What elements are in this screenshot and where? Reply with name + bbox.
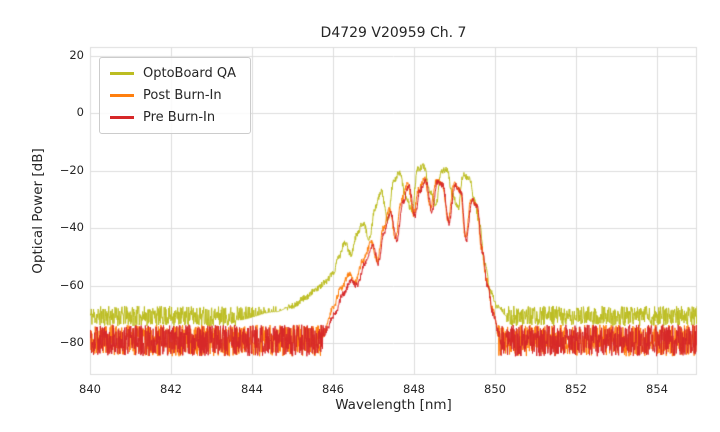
x-tick-label: 854 [646, 382, 668, 396]
legend-item: Post Burn-In [110, 88, 236, 103]
x-axis-label: Wavelength [nm] [335, 397, 452, 413]
y-tick-label: 0 [76, 105, 84, 119]
legend: OptoBoard QA Post Burn-In Pre Burn-In [99, 57, 251, 134]
y-tick-label: −60 [59, 278, 84, 292]
x-tick-label: 842 [160, 382, 182, 396]
x-tick-label: 840 [79, 382, 101, 396]
legend-item: Pre Burn-In [110, 110, 236, 125]
legend-label: OptoBoard QA [143, 66, 236, 81]
x-tick-label: 844 [241, 382, 263, 396]
legend-label: Post Burn-In [143, 88, 222, 103]
x-tick-label: 846 [322, 382, 344, 396]
legend-item: OptoBoard QA [110, 66, 236, 81]
legend-swatch-1 [110, 94, 134, 97]
x-tick-label: 852 [565, 382, 587, 396]
y-tick-label: −40 [59, 220, 84, 234]
x-tick-label: 850 [484, 382, 506, 396]
legend-swatch-2 [110, 116, 134, 119]
chart-title: D4729 V20959 Ch. 7 [320, 25, 467, 41]
y-tick-label: 20 [69, 48, 84, 62]
y-tick-label: −20 [59, 163, 84, 177]
legend-label: Pre Burn-In [143, 110, 216, 125]
x-tick-label: 848 [403, 382, 425, 396]
legend-swatch-0 [110, 72, 134, 75]
y-tick-label: −80 [59, 335, 84, 349]
